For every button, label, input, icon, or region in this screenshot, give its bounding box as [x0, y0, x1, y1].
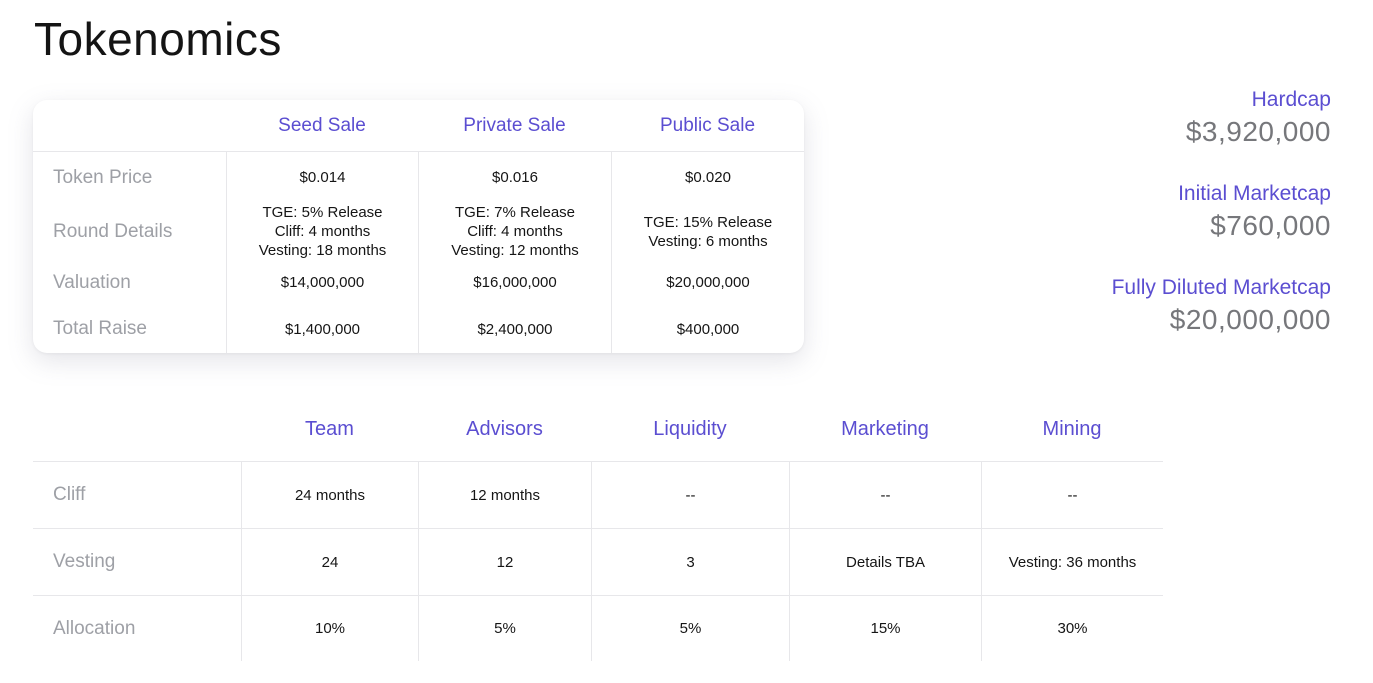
- sale-cell-round-details-public: TGE: 15% Release Vesting: 6 months: [611, 203, 804, 260]
- alloc-header-marketing: Marketing: [789, 398, 981, 462]
- alloc-cell-vesting-liquidity: 3: [591, 529, 789, 596]
- round-detail-line: Cliff: 4 months: [274, 223, 371, 240]
- sale-cell-token-price-seed: $0.014: [226, 152, 418, 203]
- sale-header-seed: Seed Sale: [226, 100, 418, 152]
- stat-value-fully-diluted-marketcap: $20,000,000: [1169, 304, 1331, 335]
- sale-cell-token-price-private: $0.016: [418, 152, 611, 203]
- alloc-cell-cliff-liquidity: --: [591, 462, 789, 529]
- alloc-header-mining: Mining: [981, 398, 1163, 462]
- alloc-cell-cliff-advisors: 12 months: [418, 462, 591, 529]
- sale-row-label-round-details: Round Details: [53, 220, 173, 242]
- sale-cell-total-raise-seed: $1,400,000: [226, 305, 418, 353]
- alloc-cell-cliff-marketing: --: [789, 462, 981, 529]
- round-detail-line: TGE: 15% Release: [643, 213, 773, 231]
- marketcap-stats: Hardcap $3,920,000 Initial Marketcap $76…: [1112, 88, 1331, 370]
- sale-cell-round-details-seed: TGE: 5% Release Cliff: 4 months Vesting:…: [226, 203, 418, 260]
- alloc-cell-cliff-team: 24 months: [241, 462, 418, 529]
- stat-label-hardcap: Hardcap: [1251, 88, 1331, 111]
- alloc-row-label-vesting: Vesting: [33, 529, 241, 596]
- stat-label-initial-marketcap: Initial Marketcap: [1178, 182, 1331, 205]
- alloc-cell-vesting-marketing: Details TBA: [789, 529, 981, 596]
- stat-value-hardcap: $3,920,000: [1185, 116, 1331, 147]
- sale-cell-total-raise-private: $2,400,000: [418, 305, 611, 353]
- alloc-cell-vesting-team: 24: [241, 529, 418, 596]
- allocation-table: Team Advisors Liquidity Marketing Mining…: [33, 398, 1163, 661]
- sale-rounds-card: Seed Sale Private Sale Public Sale Token…: [33, 100, 804, 353]
- stat-value-initial-marketcap: $760,000: [1210, 210, 1331, 241]
- alloc-header-team: Team: [241, 398, 418, 462]
- alloc-header-advisors: Advisors: [418, 398, 591, 462]
- alloc-cell-vesting-advisors: 12: [418, 529, 591, 596]
- alloc-header-liquidity: Liquidity: [591, 398, 789, 462]
- sale-cell-total-raise-public: $400,000: [611, 305, 804, 353]
- page-title: Tokenomics: [34, 13, 282, 65]
- round-detail-line: Vesting: 6 months: [648, 232, 768, 250]
- sale-cell-valuation-private: $16,000,000: [418, 260, 611, 305]
- sale-cell-valuation-seed: $14,000,000: [226, 260, 418, 305]
- sale-header-private: Private Sale: [418, 100, 611, 152]
- round-detail-line: TGE: 7% Release: [454, 204, 576, 221]
- alloc-cell-allocation-marketing: 15%: [789, 596, 981, 661]
- sale-row-label-total-raise: Total Raise: [53, 318, 147, 339]
- sale-cell-valuation-public: $20,000,000: [611, 260, 804, 305]
- stat-label-fully-diluted-marketcap: Fully Diluted Marketcap: [1111, 276, 1331, 299]
- alloc-cell-cliff-mining: --: [981, 462, 1163, 529]
- stat-initial-marketcap: Initial Marketcap $760,000: [1112, 182, 1331, 242]
- sale-row-label-token-price: Token Price: [53, 166, 153, 188]
- sale-header-public: Public Sale: [611, 100, 804, 152]
- alloc-header-empty: [33, 398, 241, 462]
- round-detail-line: Cliff: 4 months: [467, 223, 563, 240]
- alloc-cell-allocation-advisors: 5%: [418, 596, 591, 661]
- alloc-cell-allocation-liquidity: 5%: [591, 596, 789, 661]
- sale-cell-token-price-public: $0.020: [611, 152, 804, 203]
- round-detail-line: Vesting: 12 months: [451, 242, 579, 259]
- round-detail-line: TGE: 5% Release: [262, 204, 383, 221]
- sale-cell-round-details-private: TGE: 7% Release Cliff: 4 months Vesting:…: [418, 203, 611, 260]
- alloc-cell-allocation-team: 10%: [241, 596, 418, 661]
- alloc-cell-vesting-mining: Vesting: 36 months: [981, 529, 1163, 596]
- alloc-row-label-allocation: Allocation: [53, 617, 136, 639]
- alloc-cell-allocation-mining: 30%: [981, 596, 1163, 661]
- round-detail-line: Vesting: 18 months: [258, 242, 387, 259]
- sale-header-empty: [33, 100, 226, 152]
- sale-row-label-valuation: Valuation: [53, 271, 131, 293]
- stat-fully-diluted-marketcap: Fully Diluted Marketcap $20,000,000: [1112, 276, 1331, 336]
- alloc-row-label-cliff: Cliff: [33, 462, 241, 529]
- stat-hardcap: Hardcap $3,920,000: [1112, 88, 1331, 148]
